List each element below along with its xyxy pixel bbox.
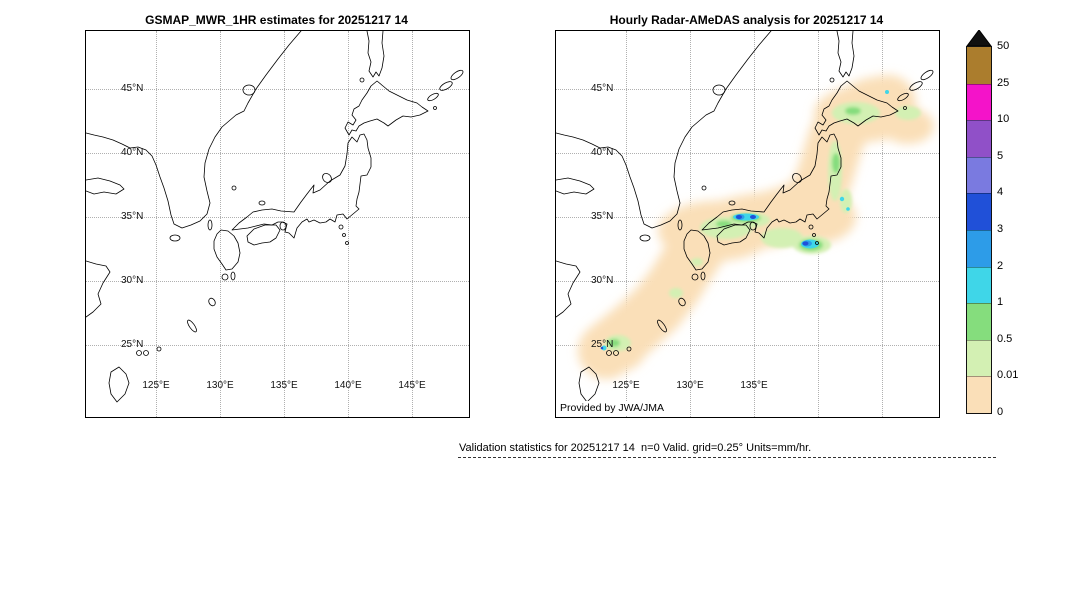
gsmap-panel: GSMAP_MWR_1HR estimates for 20251217 14	[85, 13, 470, 418]
colorbar-block	[967, 193, 991, 230]
colorbar-block	[967, 339, 991, 377]
colorbar-overflow-triangle	[966, 30, 992, 46]
colorbar-block	[967, 229, 991, 267]
coastline-layer	[556, 31, 935, 403]
gridline-lat	[556, 152, 939, 154]
gridline-lat	[556, 88, 939, 90]
precipitation-overlay	[578, 75, 934, 379]
colorbar-tick-label: 3	[997, 223, 1004, 235]
radar-amedas-panel: Hourly Radar-AMeDAS analysis for 2025121…	[555, 13, 940, 418]
colorbar-blocks	[966, 46, 992, 414]
colorbar-block	[967, 156, 991, 194]
radar-panel-title: Hourly Radar-AMeDAS analysis for 2025121…	[609, 13, 884, 27]
provider-annotation: Provided by JWA/JMA	[557, 401, 670, 416]
gridline-lon	[156, 31, 158, 417]
colorbar-block	[967, 83, 991, 121]
gridline-lat	[86, 152, 469, 154]
footer-dashed-line	[458, 457, 996, 458]
gridline-lon	[220, 31, 222, 417]
gridline-lon	[882, 31, 884, 417]
colorbar-block	[967, 376, 991, 413]
colorbar-block	[967, 266, 991, 304]
gridline-lat	[556, 344, 939, 346]
gsmap-gridlines	[86, 31, 469, 417]
gridline-lon	[348, 31, 350, 417]
colorbar-tick-label: 5	[997, 149, 1004, 162]
colorbar-block	[967, 47, 991, 84]
colorbar-tick-label: 0.01	[997, 369, 1019, 382]
colorbar-legend: 50 25 10 5 4 3 2 1 0.5 0.01 0	[966, 30, 1080, 418]
gsmap-map: 45°N 40°N 35°N 30°N 25°N 125°E 130°E 135°E 140°E…	[85, 30, 470, 418]
colorbar-tick-label: 0.5	[997, 332, 1013, 345]
precip-strong-cells	[600, 90, 889, 351]
validation-stats-text: Validation statistics for 20251217 14 n=…	[459, 442, 812, 454]
colorbar-tick-label: 0	[997, 406, 1004, 418]
colorbar-tick-label: 1	[997, 296, 1004, 309]
colorbar-tick-label: 50	[997, 40, 1010, 52]
gridline-lon	[284, 31, 286, 417]
coastline-layer	[86, 31, 465, 403]
gridline-lat	[86, 88, 469, 90]
radar-amedas-map: 45°N 40°N 35°N 30°N 25°N 125°E 130°E 135°E Prov…	[555, 30, 940, 418]
gridline-lon	[412, 31, 414, 417]
gsmap-panel-title: GSMAP_MWR_1HR estimates for 20251217 14	[145, 13, 408, 27]
colorbar-tick-label: 25	[997, 76, 1010, 89]
colorbar-block	[967, 303, 991, 340]
gridline-lon	[626, 31, 628, 417]
colorbar-block	[967, 120, 991, 157]
colorbar-tick-label: 10	[997, 113, 1010, 126]
colorbar-tick-label: 4	[997, 186, 1004, 199]
gridline-lat	[556, 280, 939, 282]
gridline-lat	[86, 280, 469, 282]
gridline-lat	[86, 216, 469, 218]
gridline-lat	[86, 344, 469, 346]
colorbar-tick-label: 2	[997, 259, 1004, 272]
